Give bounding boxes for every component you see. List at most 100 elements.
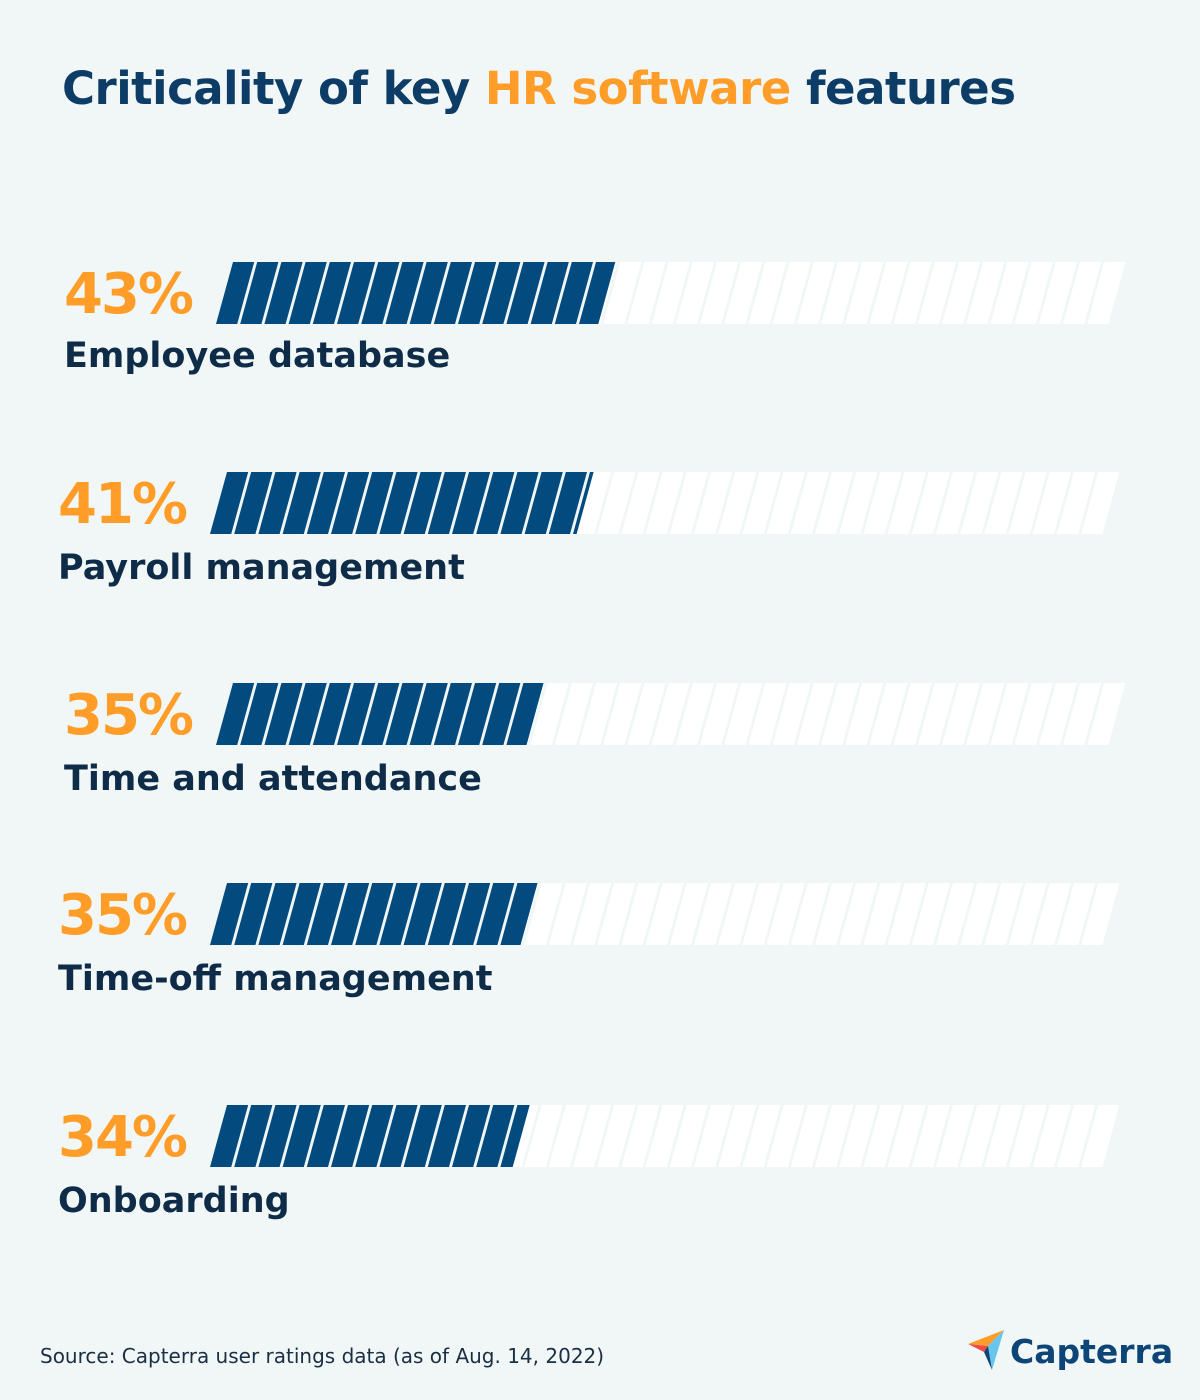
bar-segment-filled [476, 472, 515, 534]
value-label: 34% [58, 1105, 188, 1170]
capterra-logo-icon [968, 1330, 1004, 1370]
bar-segment-filled [258, 1105, 297, 1167]
bar-segment-filled [452, 1105, 491, 1167]
bar-segment-empty [597, 883, 636, 945]
bar-segment-empty [893, 683, 932, 745]
bar-segment-empty [694, 472, 733, 534]
bar-segment-empty [936, 883, 975, 945]
bar-segment-empty [621, 472, 660, 534]
bar-segment-filled [482, 262, 521, 324]
bar-segment-filled [554, 262, 593, 324]
bar-segment-filled [264, 262, 303, 324]
bar-segment-empty [530, 683, 569, 745]
bar-segment-empty [627, 262, 666, 324]
bar-segment-filled [234, 883, 273, 945]
bar-segment-empty [1063, 683, 1102, 745]
bar-segment-filled [355, 1105, 394, 1167]
bar-segment-empty [839, 472, 878, 534]
bar-segment-empty [718, 883, 757, 945]
bar-segment-filled [403, 883, 442, 945]
bar-segment-empty [1032, 1105, 1071, 1167]
bar-segment-empty [984, 1105, 1023, 1167]
bar-segment-empty [1081, 1105, 1120, 1167]
bar [210, 472, 1120, 534]
bar-segment-filled [361, 262, 400, 324]
bar-segment-empty [675, 683, 714, 745]
bar-segment-empty [1038, 262, 1077, 324]
bar-segment-empty [839, 1105, 878, 1167]
bar-segment-empty [1063, 262, 1102, 324]
bar-segment-empty [1081, 472, 1120, 534]
bar-segment-filled [312, 683, 351, 745]
bar-segment-filled [385, 683, 424, 745]
bar-segment-empty [966, 262, 1005, 324]
bar-segment-filled [216, 683, 255, 745]
bar-segment-empty [863, 472, 902, 534]
bar-segment-empty [869, 683, 908, 745]
bar-segment-filled [524, 472, 563, 534]
bar-segment-filled [331, 472, 370, 534]
bar-segment-empty [815, 1105, 854, 1167]
bar-segment-empty [645, 472, 684, 534]
bar-segment-empty [742, 883, 781, 945]
bar [216, 683, 1126, 745]
bar-segment-empty [790, 472, 829, 534]
bar-segment-filled [433, 262, 472, 324]
bar-segment-empty [863, 883, 902, 945]
bar-segment-empty [548, 1105, 587, 1167]
bar [210, 883, 1120, 945]
bar-row: 43% Employee database [0, 262, 1200, 392]
bar-segment-partial [500, 1105, 530, 1167]
bar-segment-filled [476, 1105, 515, 1167]
bar-segment-filled [482, 683, 521, 745]
category-label: Time-off management [58, 959, 493, 999]
bar-segment-empty [936, 1105, 975, 1167]
bar-segment-filled [379, 1105, 418, 1167]
bar-segment-filled [458, 683, 497, 745]
bar-segment-filled [530, 262, 569, 324]
bar-segment-filled [240, 262, 279, 324]
value-label: 43% [64, 262, 194, 327]
bar-segment-empty [790, 1105, 829, 1167]
bar-segment-filled [306, 1105, 345, 1167]
bar-segment-filled [458, 262, 497, 324]
bar-segment-empty [669, 472, 708, 534]
bar-segment-partial [506, 683, 544, 745]
bar-row: 41% Payroll management [0, 472, 1200, 602]
bar-segment-empty [573, 1105, 612, 1167]
bar-segment-filled [288, 262, 327, 324]
bar-segment-filled [282, 472, 321, 534]
source-note: Source: Capterra user ratings data (as o… [40, 1344, 605, 1368]
bar-segment-empty [651, 262, 690, 324]
bar-segment-empty [766, 472, 805, 534]
bar-segment-filled [433, 683, 472, 745]
bar-segment-empty [1014, 683, 1053, 745]
bar-segment-empty [911, 472, 950, 534]
bar-segment-empty [748, 262, 787, 324]
bar-segment-empty [766, 883, 805, 945]
bar-segment-empty [1057, 1105, 1096, 1167]
bar-segment-empty [772, 262, 811, 324]
bar-segment-partial [500, 883, 538, 945]
bar-segment-empty [675, 262, 714, 324]
bar [210, 1105, 1120, 1167]
bar-segment-empty [597, 1105, 636, 1167]
bar-segment-empty [917, 262, 956, 324]
bar-segment-filled [312, 262, 351, 324]
bar-segment-empty [700, 262, 739, 324]
bar-segment-filled [427, 883, 466, 945]
bar-segment-empty [815, 883, 854, 945]
bar-segment-filled [234, 1105, 273, 1167]
bar [216, 262, 1126, 324]
bar-segment-empty [1038, 683, 1077, 745]
bar-segment-filled [210, 472, 249, 534]
bar-segment-empty [718, 1105, 757, 1167]
bar-segment-filled [355, 883, 394, 945]
bar-segment-filled [258, 883, 297, 945]
bar-segment-empty [990, 262, 1029, 324]
bar-segment-empty [694, 883, 733, 945]
bar-segment-partial [579, 262, 616, 324]
bar-segment-empty [718, 472, 757, 534]
bar-segment-filled [306, 472, 345, 534]
bar-segment-empty [772, 683, 811, 745]
